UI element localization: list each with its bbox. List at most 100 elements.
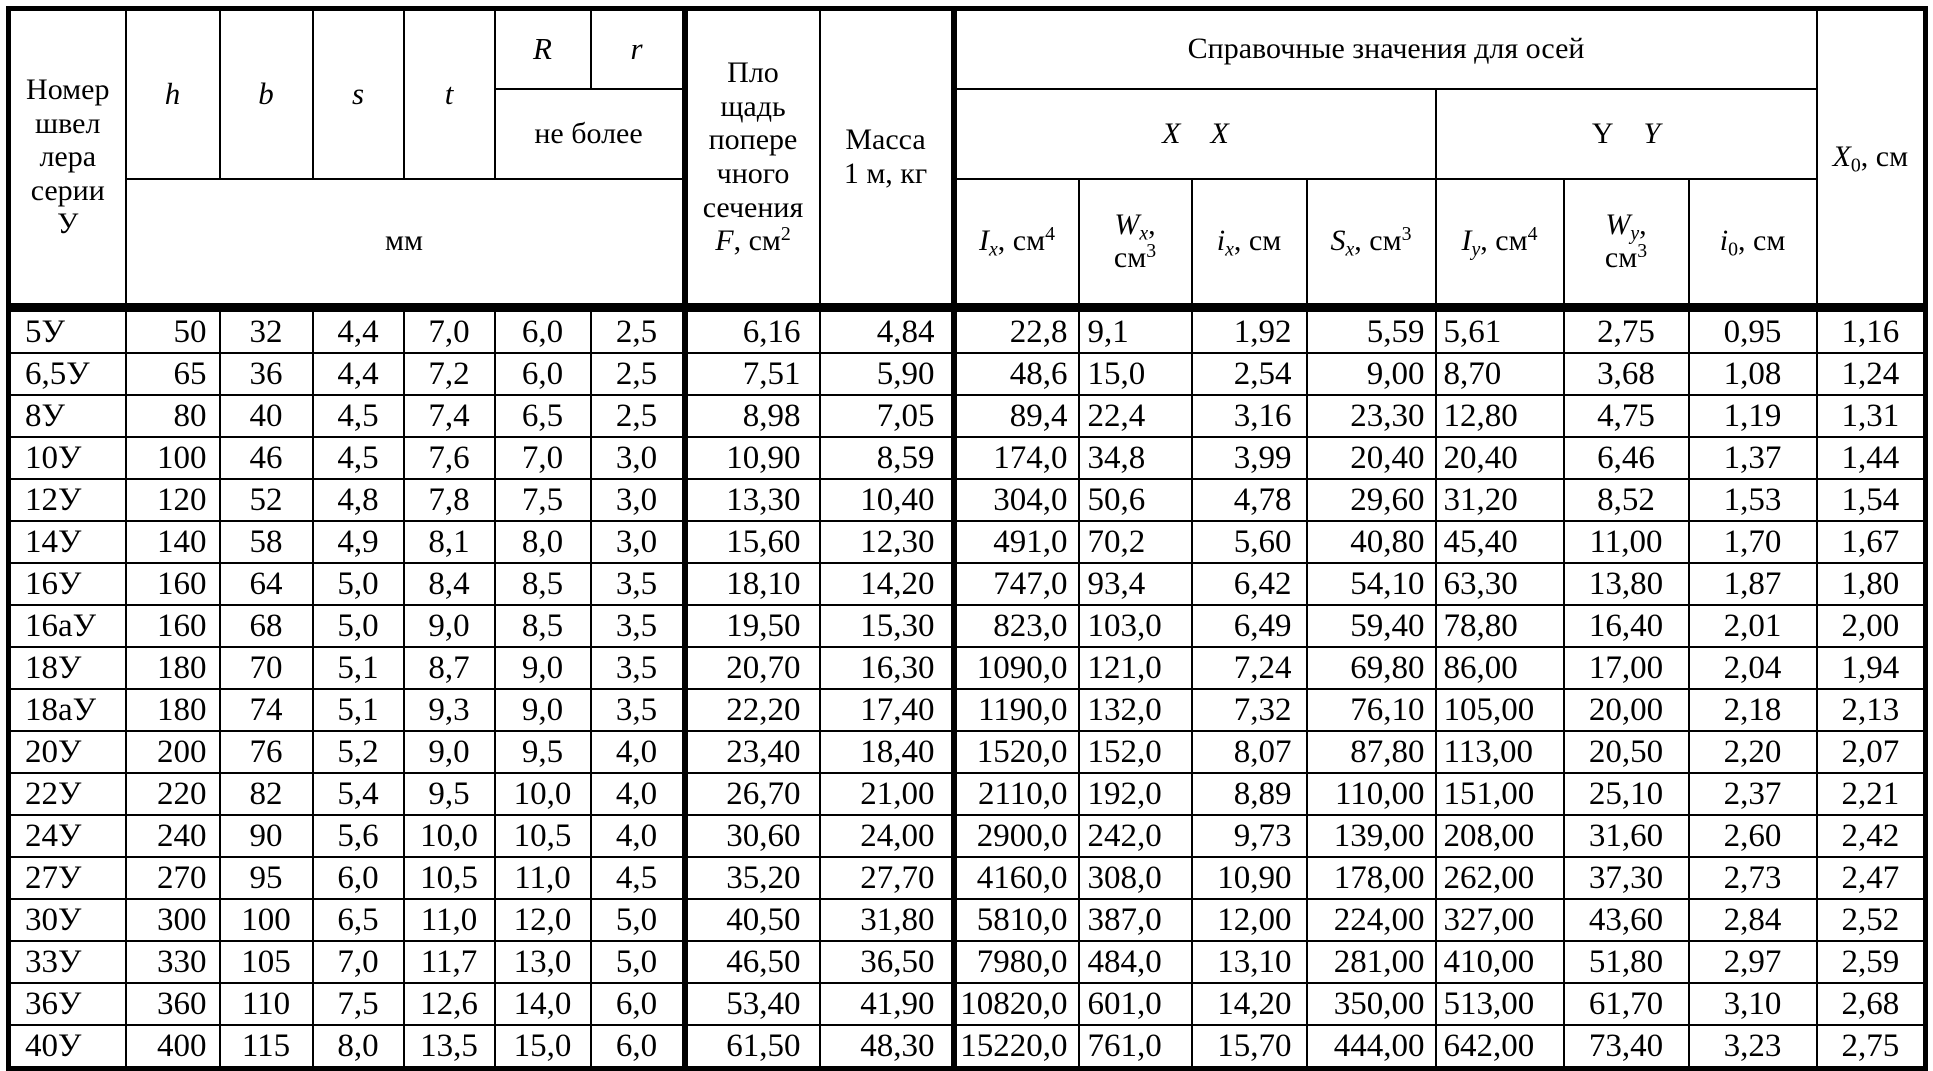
cell-s: 4,4 bbox=[311, 352, 405, 396]
cell-number: 27У bbox=[7, 856, 127, 900]
cell-Iy: 262,00 bbox=[1434, 856, 1565, 900]
cell-b: 90 bbox=[218, 814, 314, 858]
cell-s: 5,0 bbox=[311, 562, 405, 606]
cell-ix: 2,54 bbox=[1190, 352, 1308, 396]
cell-R: 11,0 bbox=[493, 856, 592, 900]
cell-t: 8,4 bbox=[402, 562, 496, 606]
cell-r: 2,5 bbox=[589, 303, 686, 354]
cell-ix: 8,89 bbox=[1190, 772, 1308, 816]
table-row: 30У 300 100 6,5 11,0 12,0 5,0 40,50 31,80 5810,0 3… bbox=[7, 898, 1927, 942]
cell-F: 6,16 bbox=[681, 303, 821, 354]
cell-Iy: 20,40 bbox=[1434, 436, 1565, 480]
cell-ix: 5,60 bbox=[1190, 520, 1308, 564]
cell-i0: 1,19 bbox=[1687, 394, 1818, 438]
cell-h: 400 bbox=[124, 1024, 221, 1070]
cell-h: 180 bbox=[124, 688, 221, 732]
col-header-cross-section-area: Пло щадь попере чного сечения F, см2 bbox=[681, 7, 821, 309]
cell-r: 4,0 bbox=[589, 772, 686, 816]
cell-Wy: 20,50 bbox=[1562, 730, 1690, 774]
cell-X0: 2,75 bbox=[1815, 1024, 1927, 1070]
cell-R: 15,0 bbox=[493, 1024, 592, 1070]
cell-h: 180 bbox=[124, 646, 221, 690]
cell-h: 220 bbox=[124, 772, 221, 816]
cell-i0: 2,37 bbox=[1687, 772, 1818, 816]
cell-h: 140 bbox=[124, 520, 221, 564]
col-header-s: s bbox=[311, 7, 405, 180]
cell-number: 10У bbox=[7, 436, 127, 480]
cell-F: 10,90 bbox=[681, 436, 821, 480]
header-row-1: Номер швел лера серии У h b s t R r Пло щ… bbox=[7, 7, 1927, 309]
table-row: 10У 100 46 4,5 7,6 7,0 3,0 10,90 8,59 174,0 34,8 3,… bbox=[7, 436, 1927, 480]
cell-Ix: 5810,0 bbox=[950, 898, 1080, 942]
cell-Wy: 51,80 bbox=[1562, 940, 1690, 984]
cell-i0: 2,84 bbox=[1687, 898, 1818, 942]
cell-i0: 1,87 bbox=[1687, 562, 1818, 606]
cell-Iy: 31,20 bbox=[1434, 478, 1565, 522]
cell-h: 120 bbox=[124, 478, 221, 522]
cell-F: 8,98 bbox=[681, 394, 821, 438]
cell-b: 115 bbox=[218, 1024, 314, 1070]
cell-Wy: 61,70 bbox=[1562, 982, 1690, 1026]
cell-ix: 6,42 bbox=[1190, 562, 1308, 606]
cell-number: 24У bbox=[7, 814, 127, 858]
cell-Sx: 69,80 bbox=[1305, 646, 1437, 690]
cell-F: 13,30 bbox=[681, 478, 821, 522]
cell-ix: 12,00 bbox=[1190, 898, 1308, 942]
cell-ix: 8,07 bbox=[1190, 730, 1308, 774]
cell-t: 12,6 bbox=[402, 982, 496, 1026]
cell-b: 74 bbox=[218, 688, 314, 732]
cell-Sx: 20,40 bbox=[1305, 436, 1437, 480]
cell-h: 200 bbox=[124, 730, 221, 774]
cell-Wx: 34,8 bbox=[1077, 436, 1193, 480]
cell-s: 5,1 bbox=[311, 688, 405, 732]
cell-s: 5,1 bbox=[311, 646, 405, 690]
cell-s: 7,0 bbox=[311, 940, 405, 984]
cell-b: 32 bbox=[218, 303, 314, 354]
cell-t: 9,5 bbox=[402, 772, 496, 816]
cell-s: 6,0 bbox=[311, 856, 405, 900]
cell-i0: 2,60 bbox=[1687, 814, 1818, 858]
cell-Iy: 208,00 bbox=[1434, 814, 1565, 858]
cell-r: 4,0 bbox=[589, 814, 686, 858]
cell-ix: 3,16 bbox=[1190, 394, 1308, 438]
cell-h: 360 bbox=[124, 982, 221, 1026]
cell-Wy: 13,80 bbox=[1562, 562, 1690, 606]
cell-X0: 1,67 bbox=[1815, 520, 1927, 564]
cell-i0: 2,01 bbox=[1687, 604, 1818, 648]
cell-R: 9,5 bbox=[493, 730, 592, 774]
cell-s: 5,0 bbox=[311, 604, 405, 648]
cell-ix: 1,92 bbox=[1190, 303, 1308, 354]
cell-t: 7,0 bbox=[402, 303, 496, 354]
cell-Ix: 7980,0 bbox=[950, 940, 1080, 984]
table-row: 24У 240 90 5,6 10,0 10,5 4,0 30,60 24,00 2900,0 24… bbox=[7, 814, 1927, 858]
cell-Wx: 121,0 bbox=[1077, 646, 1193, 690]
cell-Wy: 11,00 bbox=[1562, 520, 1690, 564]
cell-Wy: 20,00 bbox=[1562, 688, 1690, 732]
cell-Wy: 25,10 bbox=[1562, 772, 1690, 816]
table-row: 14У 140 58 4,9 8,1 8,0 3,0 15,60 12,30 491,0 70,2 5… bbox=[7, 520, 1927, 564]
cell-mass: 15,30 bbox=[818, 604, 955, 648]
channel-steel-table: Номер швел лера серии У h b s t R r Пло щ… bbox=[6, 6, 1929, 1071]
cell-Wx: 308,0 bbox=[1077, 856, 1193, 900]
cell-number: 16У bbox=[7, 562, 127, 606]
cell-Wy: 3,68 bbox=[1562, 352, 1690, 396]
cell-ix: 4,78 bbox=[1190, 478, 1308, 522]
cell-Wy: 73,40 bbox=[1562, 1024, 1690, 1070]
cell-F: 26,70 bbox=[681, 772, 821, 816]
cell-Ix: 2900,0 bbox=[950, 814, 1080, 858]
cell-Iy: 151,00 bbox=[1434, 772, 1565, 816]
cell-s: 5,2 bbox=[311, 730, 405, 774]
cell-R: 10,0 bbox=[493, 772, 592, 816]
cell-i0: 2,04 bbox=[1687, 646, 1818, 690]
cell-Wy: 6,46 bbox=[1562, 436, 1690, 480]
cell-number: 18аУ bbox=[7, 688, 127, 732]
cell-i0: 2,73 bbox=[1687, 856, 1818, 900]
cell-X0: 1,24 bbox=[1815, 352, 1927, 396]
cell-h: 160 bbox=[124, 604, 221, 648]
cell-number: 14У bbox=[7, 520, 127, 564]
col-header-ix: ix, см bbox=[1190, 177, 1308, 309]
cell-b: 82 bbox=[218, 772, 314, 816]
header-row-3: мм Ix, см4 Wx, см3 ix, см Sx, см3 Iy, см4… bbox=[9, 177, 1926, 309]
cell-h: 300 bbox=[124, 898, 221, 942]
cell-X0: 2,42 bbox=[1815, 814, 1927, 858]
